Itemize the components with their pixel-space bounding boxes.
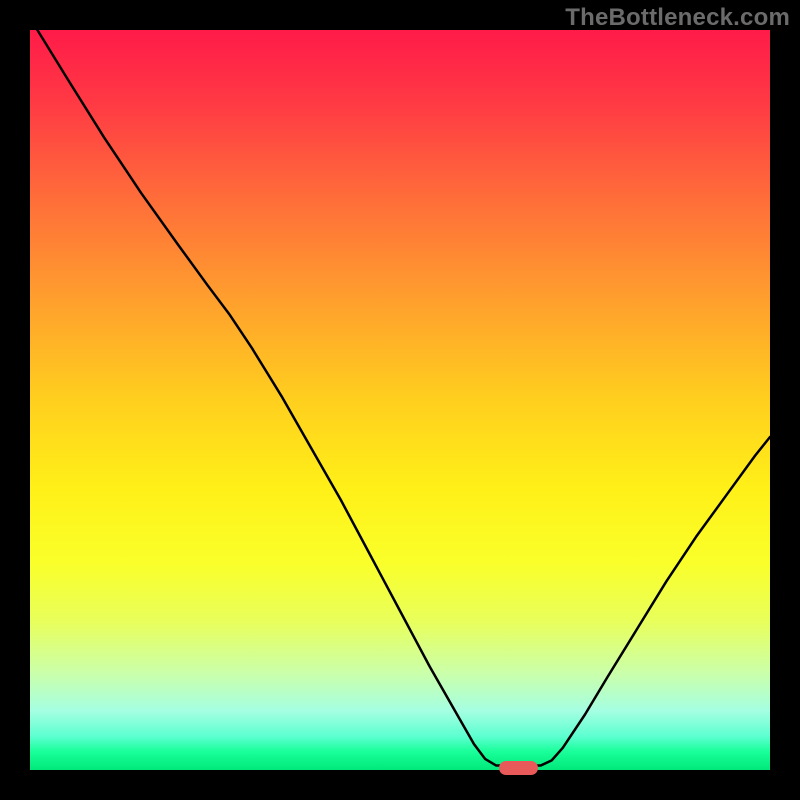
optimal-marker (499, 761, 537, 775)
watermark-text: TheBottleneck.com (565, 4, 790, 32)
chart-frame: TheBottleneck.com (0, 0, 800, 800)
plot-area (30, 30, 770, 770)
gradient-background (30, 30, 770, 770)
chart-svg (30, 30, 770, 770)
